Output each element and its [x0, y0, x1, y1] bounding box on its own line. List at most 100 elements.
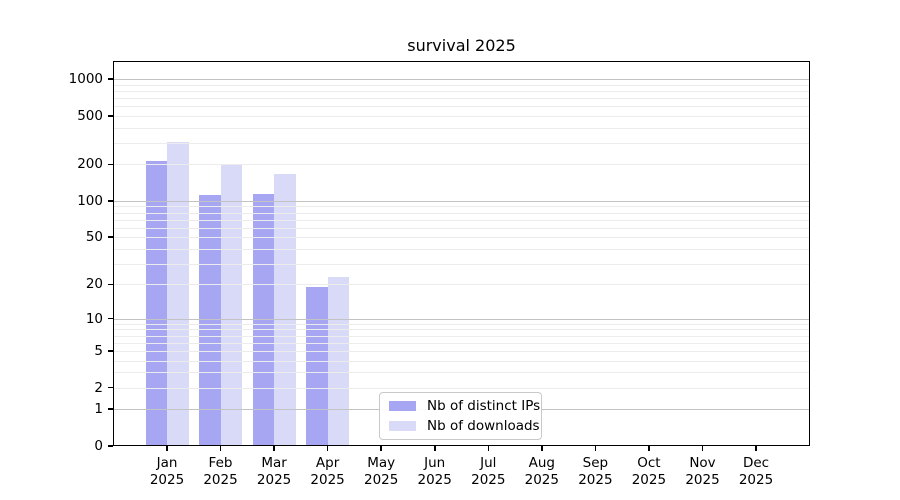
x-tick: [594, 446, 597, 451]
y-tick-label: 50: [85, 229, 103, 246]
x-tick-label: Sep 2025: [563, 455, 627, 489]
y-tick: [108, 78, 113, 80]
x-tick: [166, 446, 168, 451]
y-tick-label: 0: [94, 438, 103, 454]
x-tick-label: Mar 2025: [242, 455, 306, 489]
x-tick-month: Apr: [315, 455, 340, 471]
gridline-minor: [113, 342, 810, 344]
x-tick-label: Feb 2025: [189, 455, 253, 489]
y-tick-label: 100: [77, 192, 103, 209]
bar-distinct-ips-feb: [199, 194, 221, 446]
y-tick-label: 2: [94, 379, 103, 396]
legend-label: Nb of distinct IPs: [427, 397, 541, 414]
bar-distinct-ips-mar: [252, 193, 275, 446]
plot-area: 0 1 2 5 10 20 50 100 200 500 1000 Jan 2025 Feb 2025 Mar…: [69, 61, 810, 488]
y-tick-label: 1000: [68, 71, 103, 87]
y-tick-label: 10: [85, 310, 103, 327]
gridline-minor: [113, 219, 810, 221]
x-tick-month: Feb: [208, 455, 233, 471]
bar-distinct-ips-apr: [306, 286, 328, 446]
x-tick-label: Nov 2025: [671, 455, 735, 489]
y-tick-label: 5: [94, 342, 103, 359]
y-tick-label: 500: [77, 107, 103, 124]
y-tick: [108, 350, 113, 352]
y-tick-label: 20: [85, 276, 103, 293]
gridline-minor: [113, 387, 810, 389]
x-tick: [701, 446, 704, 451]
x-tick: [273, 446, 275, 451]
x-tick-month: Sep: [582, 455, 609, 471]
gridline-minor: [113, 164, 810, 166]
x-tick: [487, 446, 489, 451]
x-tick-year: 2025: [417, 472, 452, 488]
x-tick-year: 2025: [149, 472, 185, 488]
x-tick-year: 2025: [471, 472, 506, 488]
x-tick-year: 2025: [203, 472, 238, 488]
gridline-minor: [113, 127, 810, 129]
x-tick-year: 2025: [738, 472, 774, 488]
x-tick-label: Dec 2025: [724, 455, 788, 489]
x-tick-label: Oct 2025: [617, 455, 681, 489]
x-tick: [380, 446, 382, 451]
gridline-minor: [113, 248, 810, 250]
gridline-minor: [113, 84, 810, 86]
x-tick-month: Jul: [480, 455, 497, 471]
legend-label: Nb of downloads: [427, 417, 540, 434]
gridline-minor: [113, 323, 810, 325]
bar-downloads-feb: [220, 165, 243, 446]
y-tick: [108, 445, 113, 447]
x-tick-month: Mar: [261, 455, 287, 471]
x-tick-month: Nov: [689, 455, 716, 471]
x-tick-month: Dec: [742, 455, 770, 471]
gridline-minor: [113, 329, 810, 331]
x-tick-year: 2025: [685, 472, 720, 488]
x-tick-label: Aug 2025: [510, 455, 574, 489]
legend-item-downloads: Nb of downloads: [389, 418, 540, 434]
gridline-minor: [113, 206, 810, 208]
y-tick: [108, 115, 113, 117]
chart-title: survival 2025: [407, 36, 516, 55]
gridline-minor: [113, 106, 810, 108]
x-tick-month: Jan: [156, 455, 178, 471]
bar-downloads-jan: [167, 142, 189, 446]
y-tick: [108, 236, 113, 238]
x-tick: [755, 446, 757, 451]
x-tick-month: Aug: [528, 455, 555, 471]
x-tick: [541, 446, 543, 451]
gridline-minor: [113, 335, 810, 337]
legend: Nb of distinct IPs Nb of downloads: [379, 392, 542, 440]
gridline-minor: [113, 115, 810, 117]
x-tick: [219, 446, 222, 451]
x-tick-label: Apr 2025: [296, 455, 360, 489]
y-tick-label: 200: [77, 156, 103, 173]
bar-downloads-mar: [274, 173, 296, 446]
gridline-minor: [113, 360, 810, 362]
x-tick: [434, 446, 436, 451]
gridline-minor: [113, 284, 810, 286]
bar-downloads-apr: [327, 277, 350, 446]
gridline-minor: [113, 142, 810, 144]
x-tick: [326, 446, 329, 451]
gridline-minor: [113, 212, 810, 214]
x-tick-label: Jun 2025: [403, 455, 467, 489]
gridline-minor: [113, 227, 810, 229]
x-tick-year: 2025: [524, 472, 559, 488]
y-tick: [108, 317, 113, 320]
y-tick: [108, 283, 113, 285]
legend-swatch: [389, 400, 416, 411]
y-tick: [108, 408, 113, 410]
gridline-major: [113, 79, 810, 80]
x-tick-year: 2025: [578, 472, 613, 488]
y-tick: [108, 200, 113, 202]
bar-distinct-ips-jan: [145, 160, 167, 446]
y-tick: [108, 163, 113, 165]
y-tick: [108, 386, 113, 389]
legend-swatch: [389, 420, 416, 431]
x-tick-year: 2025: [256, 472, 292, 488]
gridline-major: [113, 318, 810, 320]
gridline-minor: [113, 90, 810, 92]
gridline-major: [113, 200, 810, 202]
gridline-minor: [113, 372, 810, 374]
gridline-minor: [113, 350, 810, 352]
